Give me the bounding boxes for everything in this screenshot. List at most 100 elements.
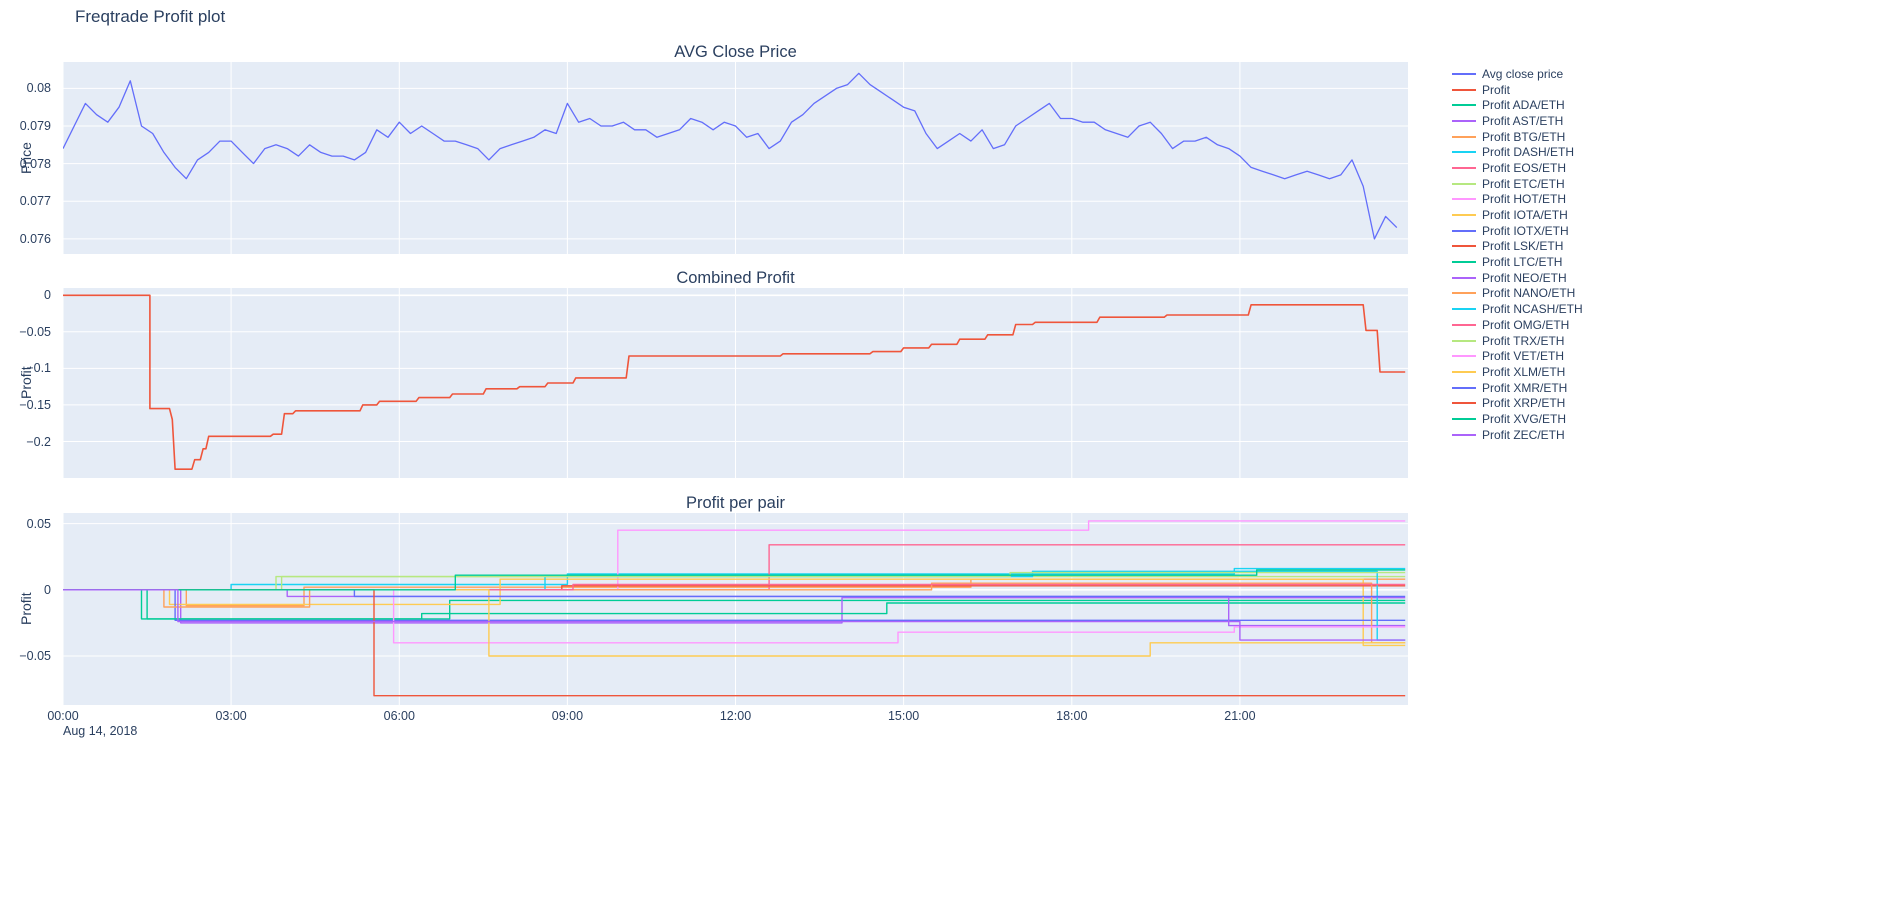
- legend: Avg close price Profit Profit ADA/ETH Profi…: [1452, 66, 1672, 443]
- x-tick-label: 06:00: [383, 709, 415, 723]
- legend-item[interactable]: Profit ADA/ETH: [1452, 97, 1672, 113]
- legend-label: Profit XVG/ETH: [1482, 411, 1567, 426]
- y-tick-label: −0.05: [19, 324, 51, 339]
- legend-item[interactable]: Profit NEO/ETH: [1452, 270, 1672, 286]
- legend-label: Profit LTC/ETH: [1482, 255, 1563, 270]
- y-tick-label: 0.076: [19, 231, 51, 246]
- legend-line-swatch-icon: [1452, 292, 1476, 295]
- legend-label: Profit HOT/ETH: [1482, 192, 1567, 207]
- legend-item[interactable]: Profit NCASH/ETH: [1452, 301, 1672, 317]
- legend-label: Profit BTG/ETH: [1482, 129, 1566, 144]
- x-axis-date-label: Aug 14, 2018: [63, 724, 138, 738]
- legend-line-swatch-icon: [1452, 88, 1476, 91]
- legend-line-swatch-icon: [1452, 182, 1476, 185]
- legend-item[interactable]: Profit XMR/ETH: [1452, 380, 1672, 396]
- x-tick-label: 12:00: [719, 709, 752, 723]
- combined-profit-plot[interactable]: [63, 288, 1408, 478]
- y-tick-label: −0.1: [26, 361, 51, 376]
- legend-item[interactable]: Profit OMG/ETH: [1452, 317, 1672, 333]
- y-tick-label: 0: [44, 288, 51, 303]
- legend-item[interactable]: Avg close price: [1452, 66, 1672, 82]
- legend-line-swatch-icon: [1452, 355, 1476, 358]
- y-tick-label: −0.2: [26, 434, 51, 449]
- legend-line-swatch-icon: [1452, 214, 1476, 217]
- subplot-title-combined-profit: Combined Profit: [676, 269, 795, 287]
- legend-item[interactable]: Profit HOT/ETH: [1452, 192, 1672, 208]
- legend-line-swatch-icon: [1452, 104, 1476, 107]
- legend-item[interactable]: Profit XLM/ETH: [1452, 364, 1672, 380]
- legend-item[interactable]: Profit AST/ETH: [1452, 113, 1672, 129]
- y-axis-ticks-profit-per-pair: 0.05 0 −0.05: [0, 513, 55, 705]
- profit-per-pair-plot[interactable]: [63, 513, 1408, 705]
- legend-label: Profit: [1482, 82, 1511, 97]
- legend-line-swatch-icon: [1452, 166, 1476, 169]
- legend-line-swatch-icon: [1452, 339, 1476, 342]
- y-tick-label: 0.08: [26, 81, 51, 96]
- legend-label: Profit AST/ETH: [1482, 113, 1564, 128]
- x-tick-label: 15:00: [887, 709, 920, 723]
- legend-label: Profit XMR/ETH: [1482, 380, 1568, 395]
- y-tick-label: 0.078: [19, 156, 51, 171]
- legend-item[interactable]: Profit IOTA/ETH: [1452, 207, 1672, 223]
- y-axis-ticks-price: 0.08 0.079 0.078 0.077 0.076: [0, 62, 55, 254]
- legend-item[interactable]: Profit XVG/ETH: [1452, 411, 1672, 427]
- legend-label: Profit NCASH/ETH: [1482, 302, 1583, 317]
- legend-line-swatch-icon: [1452, 276, 1476, 279]
- legend-line-swatch-icon: [1452, 308, 1476, 311]
- legend-item[interactable]: Profit: [1452, 82, 1672, 98]
- legend-item[interactable]: Profit NANO/ETH: [1452, 286, 1672, 302]
- avg-close-price-plot[interactable]: [63, 62, 1408, 254]
- legend-item[interactable]: Profit XRP/ETH: [1452, 395, 1672, 411]
- y-tick-label: 0.079: [19, 119, 51, 133]
- figure-title: Freqtrade Profit plot: [75, 7, 226, 26]
- legend-line-swatch-icon: [1452, 386, 1476, 389]
- legend-label: Profit XRP/ETH: [1482, 396, 1566, 411]
- legend-item[interactable]: Profit IOTX/ETH: [1452, 223, 1672, 239]
- legend-item[interactable]: Profit LSK/ETH: [1452, 239, 1672, 255]
- legend-label: Profit IOTX/ETH: [1482, 223, 1569, 238]
- legend-line-swatch-icon: [1452, 370, 1476, 373]
- legend-label: Avg close price: [1482, 66, 1564, 81]
- legend-line-swatch-icon: [1452, 151, 1476, 154]
- legend-item[interactable]: Profit ETC/ETH: [1452, 176, 1672, 192]
- legend-label: Profit ZEC/ETH: [1482, 427, 1565, 442]
- y-tick-label: −0.05: [19, 649, 51, 663]
- legend-label: Profit DASH/ETH: [1482, 145, 1575, 160]
- legend-line-swatch-icon: [1452, 433, 1476, 436]
- legend-line-swatch-icon: [1452, 198, 1476, 201]
- legend-line-swatch-icon: [1452, 402, 1476, 405]
- y-tick-label: 0.05: [26, 516, 51, 531]
- legend-item[interactable]: Profit TRX/ETH: [1452, 333, 1672, 349]
- legend-label: Profit NANO/ETH: [1482, 286, 1576, 301]
- y-tick-label: 0.077: [19, 194, 51, 209]
- legend-item[interactable]: Profit DASH/ETH: [1452, 144, 1672, 160]
- y-tick-label: 0: [44, 582, 51, 597]
- x-tick-label: 09:00: [551, 709, 584, 723]
- legend-label: Profit EOS/ETH: [1482, 160, 1567, 175]
- legend-line-swatch-icon: [1452, 135, 1476, 138]
- legend-item[interactable]: Profit ZEC/ETH: [1452, 427, 1672, 443]
- legend-item[interactable]: Profit EOS/ETH: [1452, 160, 1672, 176]
- legend-label: Profit NEO/ETH: [1482, 270, 1567, 285]
- legend-label: Profit ADA/ETH: [1482, 98, 1565, 113]
- legend-line-swatch-icon: [1452, 261, 1476, 264]
- legend-line-swatch-icon: [1452, 245, 1476, 248]
- legend-label: Profit ETC/ETH: [1482, 176, 1565, 191]
- legend-line-swatch-icon: [1452, 323, 1476, 326]
- legend-item[interactable]: Profit LTC/ETH: [1452, 254, 1672, 270]
- x-tick-label: 18:00: [1056, 709, 1088, 723]
- legend-item[interactable]: Profit BTG/ETH: [1452, 129, 1672, 145]
- legend-line-swatch-icon: [1452, 229, 1476, 232]
- legend-label: Profit LSK/ETH: [1482, 239, 1564, 254]
- x-axis: 00:00 03:00 06:00 09:00 12:00 15:00 18:00 21:00: [47, 709, 1408, 725]
- y-tick-label: −0.15: [19, 397, 51, 412]
- legend-line-swatch-icon: [1452, 72, 1476, 75]
- subplot-title-avg-close-price: AVG Close Price: [674, 43, 797, 61]
- legend-label: Profit VET/ETH: [1482, 349, 1565, 364]
- legend-label: Profit TRX/ETH: [1482, 333, 1565, 348]
- legend-line-swatch-icon: [1452, 119, 1476, 122]
- legend-item[interactable]: Profit VET/ETH: [1452, 348, 1672, 364]
- x-tick-label: 03:00: [215, 709, 247, 723]
- legend-label: Profit OMG/ETH: [1482, 317, 1570, 332]
- legend-label: Profit XLM/ETH: [1482, 364, 1566, 379]
